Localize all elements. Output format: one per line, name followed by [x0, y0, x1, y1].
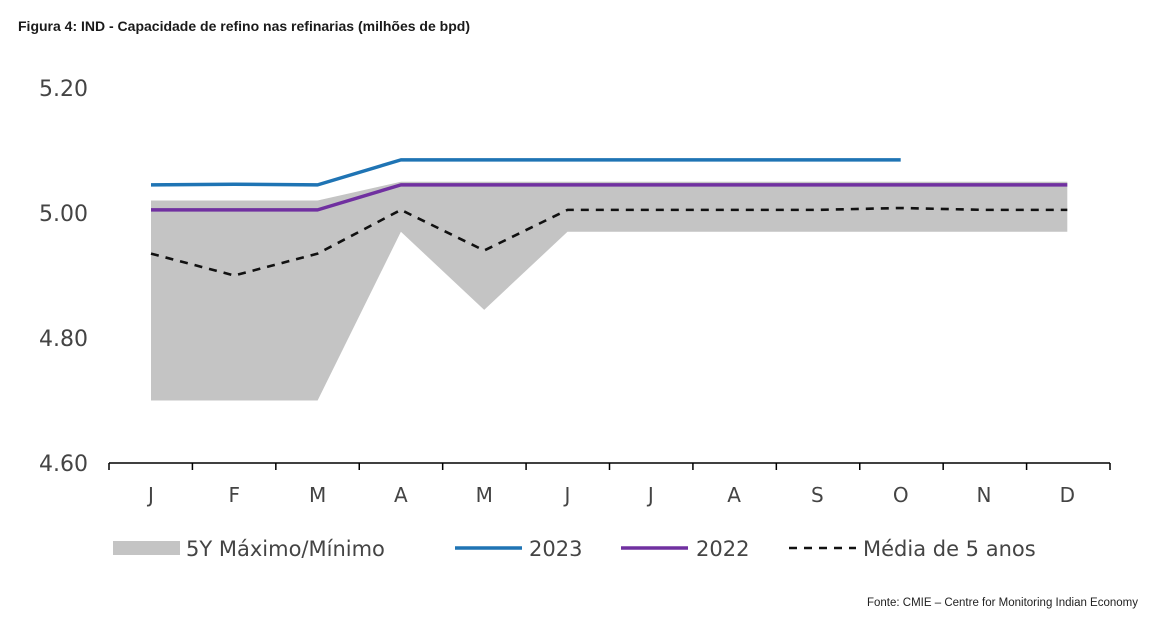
axes-layer: J F M A M J J A S O N D 4.60 4.80 5.00 5.20: [39, 77, 1111, 507]
legend-label-band: 5Y Máximo/Mínimo: [186, 537, 385, 561]
figure-title: Figura 4: IND - Capacidade de refino nas…: [18, 18, 470, 34]
x-tick-label: M: [309, 483, 326, 507]
legend-label-2: Média de 5 anos: [863, 537, 1036, 561]
legend: 5Y Máximo/Mínimo 2023 2022 Média de 5 anos: [113, 537, 1036, 561]
legend-label-0: 2023: [529, 537, 582, 561]
x-tick-label: F: [229, 483, 241, 507]
x-tick-label: O: [893, 483, 909, 507]
series-line-2: [150, 206, 1068, 277]
y-tick-label: 5.20: [39, 77, 88, 102]
band-layer: [151, 181, 1068, 401]
x-tick-label: S: [811, 483, 824, 507]
legend-swatch-band: [113, 541, 180, 555]
legend-label-1: 2022: [696, 537, 749, 561]
x-tick-label: M: [476, 483, 493, 507]
band-area: [151, 181, 1068, 401]
series-line-1: [151, 183, 1068, 212]
x-tick-label: J: [563, 483, 571, 507]
x-tick-label: J: [646, 483, 654, 507]
source-note: Fonte: CMIE – Centre for Monitoring Indi…: [866, 597, 1138, 609]
line-chart: J F M A M J J A S O N D 4.60 4.80 5.00 5.20 5Y Máximo/M…: [39, 77, 1111, 561]
series-line-0: [150, 158, 901, 187]
lines-layer: [150, 158, 1068, 277]
y-tick-label: 4.80: [39, 327, 88, 352]
x-tick-label: N: [977, 483, 992, 507]
x-tick-label: A: [727, 483, 741, 507]
x-tick-label: D: [1060, 483, 1075, 507]
x-tick-label: A: [394, 483, 408, 507]
x-tick-label: J: [146, 483, 154, 507]
y-tick-label: 5.00: [39, 202, 88, 227]
y-tick-label: 4.60: [39, 452, 88, 477]
